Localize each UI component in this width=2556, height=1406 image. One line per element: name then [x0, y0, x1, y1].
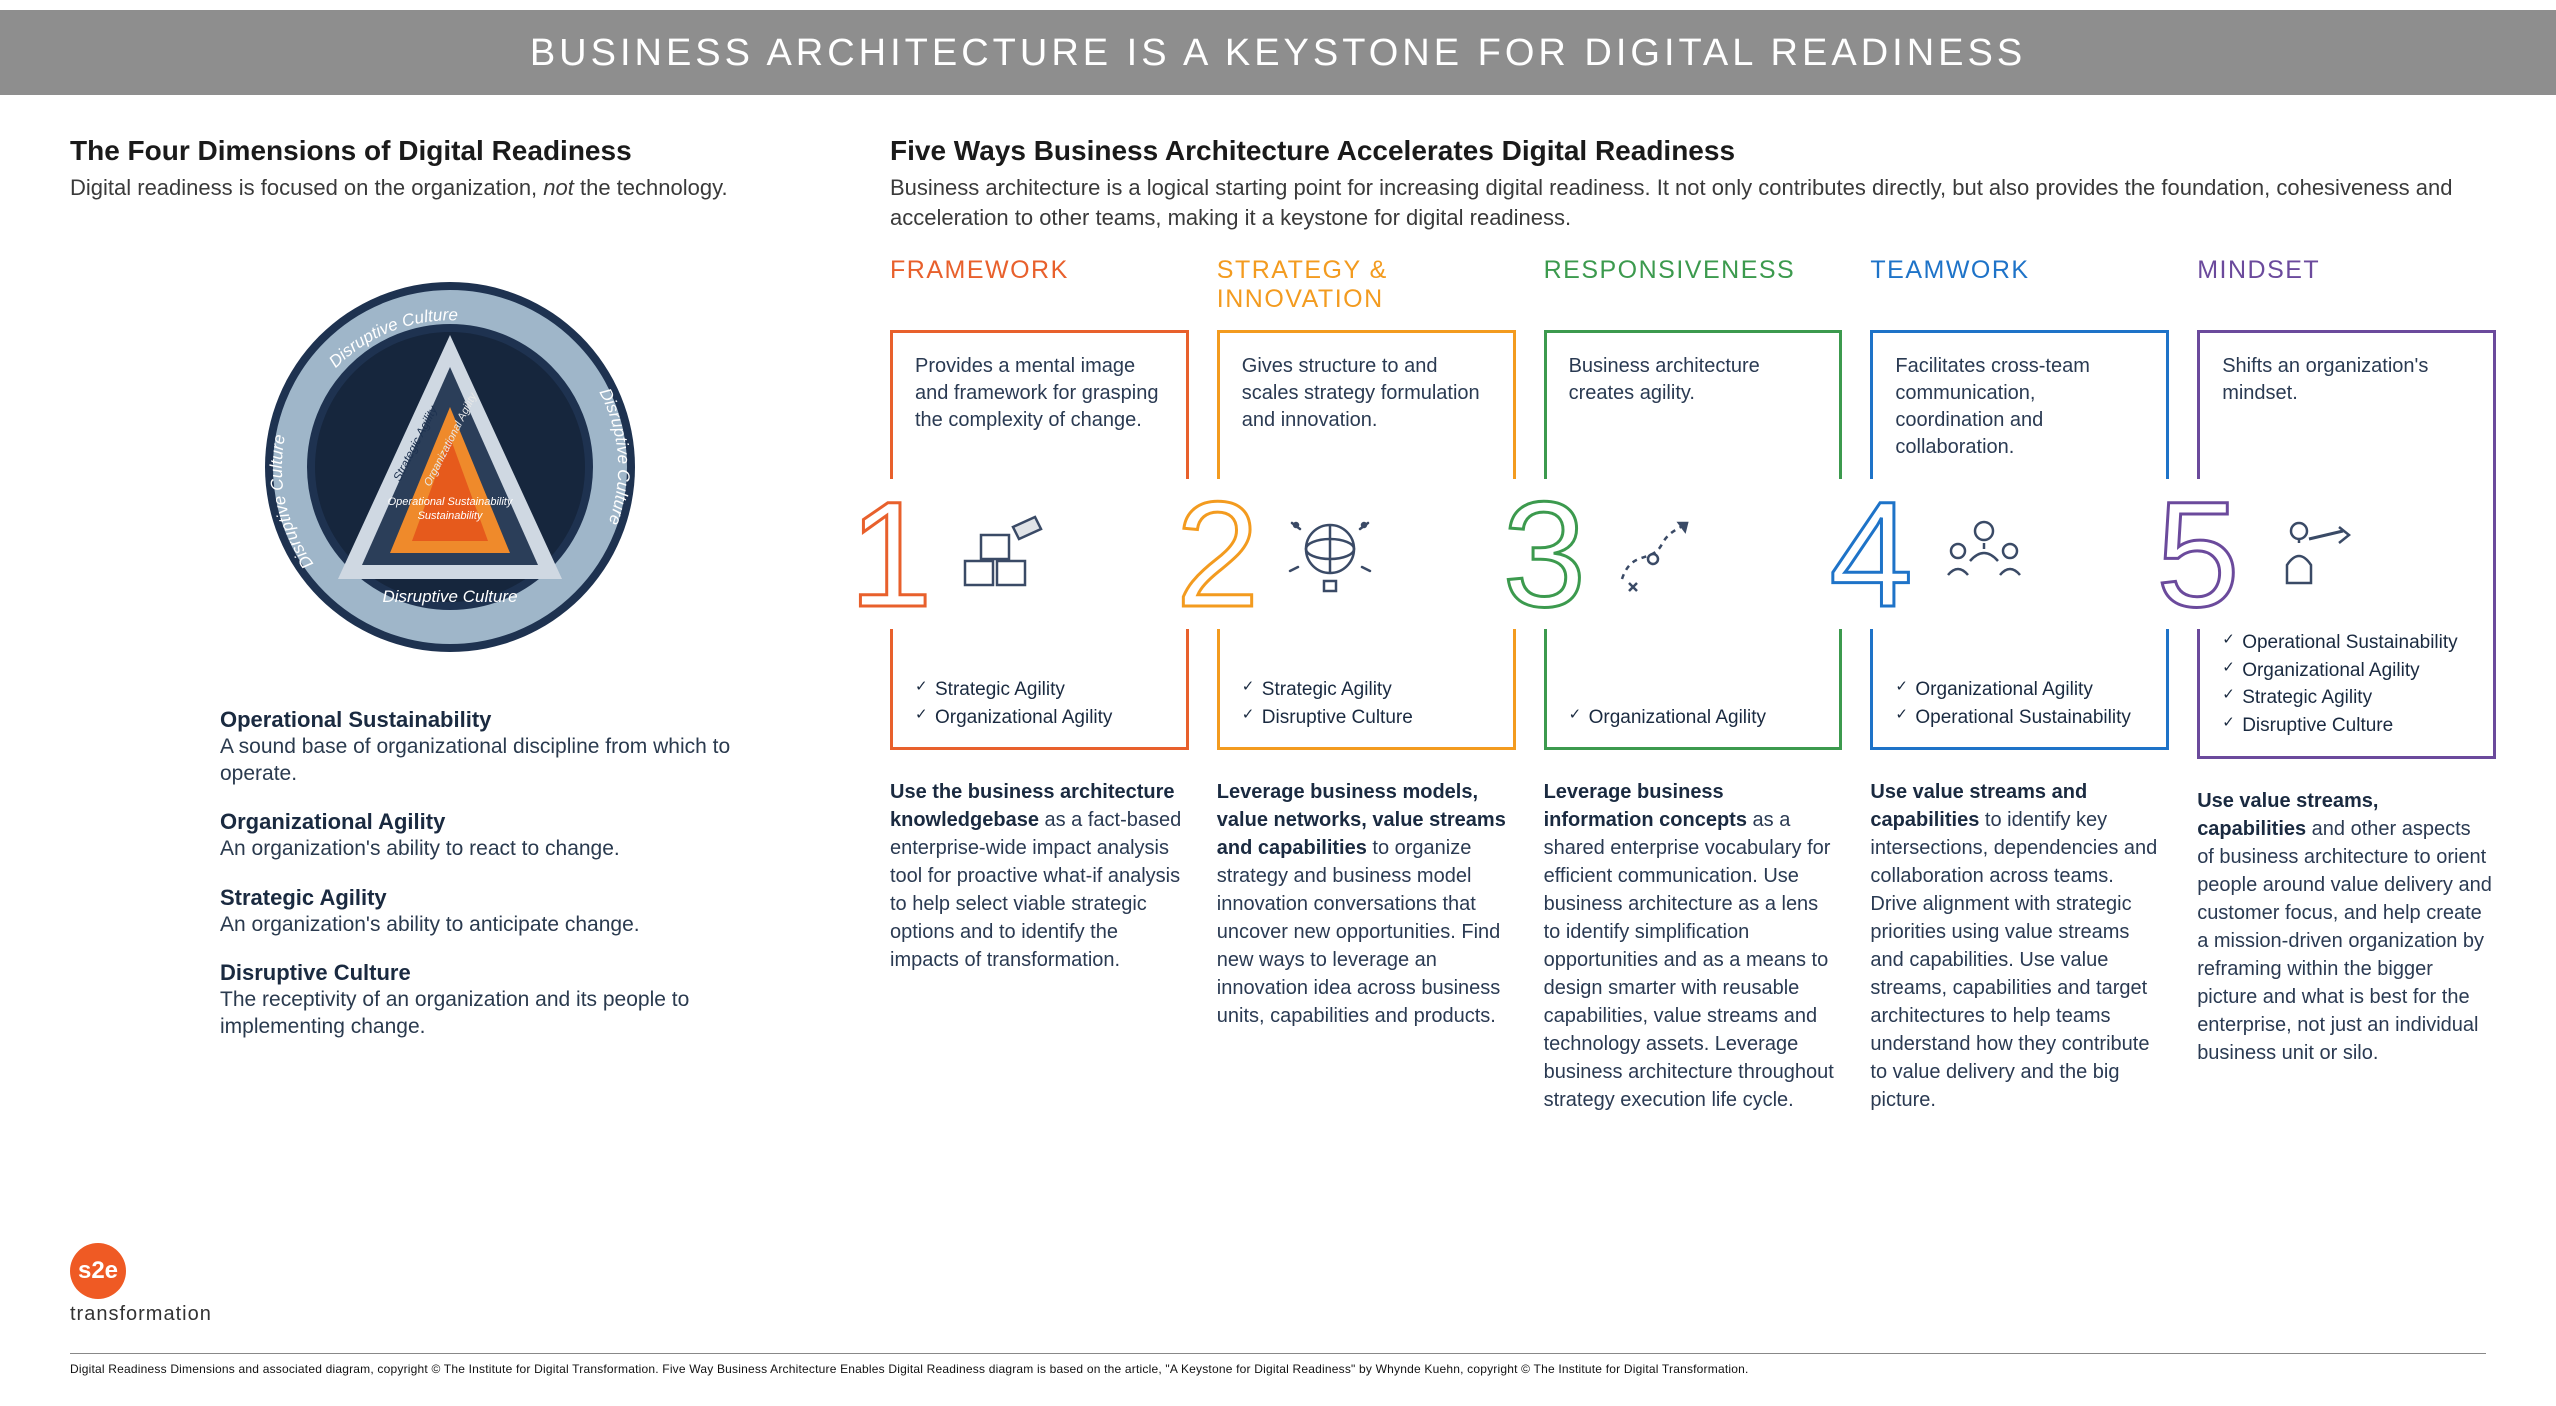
right-column: Five Ways Business Architecture Accelera… — [890, 135, 2496, 1114]
way-check-item: Organizational Agility — [2222, 657, 2475, 685]
dimension-item: Operational SustainabilityA sound base o… — [220, 707, 750, 788]
dimensions-list: Operational SustainabilityA sound base o… — [70, 707, 830, 1041]
way-headline: MINDSET — [2197, 256, 2496, 320]
strategy-icon — [1275, 499, 1385, 609]
way-desc: Shifts an organization's mindset. — [2222, 353, 2475, 463]
way-desc: Gives structure to and scales strategy f… — [1242, 353, 1495, 463]
way-check-item: Organizational Agility — [1569, 704, 1822, 732]
way-checks: Strategic AgilityDisruptive Culture — [1242, 676, 1495, 731]
way-card: Provides a mental image and framework fo… — [890, 330, 1189, 750]
readiness-dial: Disruptive Culture Disruptive Culture Di… — [70, 227, 830, 707]
way-check-item: Strategic Agility — [915, 676, 1168, 704]
way-check-item: Strategic Agility — [2222, 684, 2475, 712]
way-card: Business architecture creates agility.3O… — [1544, 330, 1843, 750]
way-desc: Provides a mental image and framework fo… — [915, 353, 1168, 463]
way-card: Shifts an organization's mindset.5Operat… — [2197, 330, 2496, 758]
left-sub-prefix: Digital readiness is focused on the orga… — [70, 175, 543, 200]
way-check-item: Disruptive Culture — [1242, 704, 1495, 732]
logo-badge: s2e — [70, 1243, 126, 1299]
way-detail: Use value streams, capabilities and othe… — [2197, 787, 2496, 1067]
way-headline: RESPONSIVENESS — [1544, 256, 1843, 320]
left-subheading: Digital readiness is focused on the orga… — [70, 173, 830, 203]
way-checks: Organizational AgilityOperational Sustai… — [1895, 676, 2148, 731]
left-heading: The Four Dimensions of Digital Readiness — [70, 135, 830, 167]
svg-text:Sustainability: Sustainability — [418, 510, 484, 522]
way-checks: Strategic AgilityOrganizational Agility — [915, 676, 1168, 731]
way-number: 3 — [1499, 479, 1590, 629]
left-sub-suffix: the technology. — [574, 175, 728, 200]
way-checks: Organizational Agility — [1569, 704, 1822, 732]
page-body: The Four Dimensions of Digital Readiness… — [0, 95, 2556, 1114]
dimension-text: An organization's ability to anticipate … — [220, 911, 750, 938]
dimension-title: Operational Sustainability — [220, 707, 750, 733]
way-desc: Facilitates cross-team communication, co… — [1895, 353, 2148, 463]
way-icon-row: 2 — [1172, 479, 1495, 629]
way-check-item: Strategic Agility — [1242, 676, 1495, 704]
way-detail: Use value streams and capabilities to id… — [1870, 778, 2169, 1114]
dimension-item: Strategic AgilityAn organization's abili… — [220, 885, 750, 938]
dimension-text: A sound base of organizational disciplin… — [220, 733, 750, 788]
way-number: 2 — [1172, 479, 1263, 629]
way-headline: TEAMWORK — [1870, 256, 2169, 320]
way-check-item: Operational Sustainability — [2222, 629, 2475, 657]
mindset-icon — [2256, 499, 2366, 609]
way-check-item: Organizational Agility — [1895, 676, 2148, 704]
page-banner: BUSINESS ARCHITECTURE IS A KEYSTONE FOR … — [0, 10, 2556, 95]
way-check-item: Disruptive Culture — [2222, 712, 2475, 740]
way-detail: Leverage business information concepts a… — [1544, 778, 1843, 1114]
way-card: Facilitates cross-team communication, co… — [1870, 330, 2169, 750]
brand-logo: s2e transformation — [70, 1243, 212, 1326]
way-responsiveness: RESPONSIVENESS Business architecture crea… — [1544, 256, 1843, 1114]
way-number: 4 — [1825, 479, 1916, 629]
right-subheading: Business architecture is a logical start… — [890, 173, 2496, 232]
way-icon-row: 3 — [1499, 479, 1822, 629]
dimension-text: An organization's ability to react to ch… — [220, 835, 750, 862]
way-detail-lead: Leverage business information concepts — [1544, 781, 1747, 831]
dimension-title: Strategic Agility — [220, 885, 750, 911]
way-detail-rest: to identify key intersections, dependenc… — [1870, 809, 2157, 1111]
teamwork-icon — [1929, 499, 2039, 609]
way-framework: FRAMEWORK Provides a mental image and fra… — [890, 256, 1189, 1114]
way-detail-rest: to organize strategy and business model … — [1217, 837, 1501, 1027]
way-number: 5 — [2152, 479, 2243, 629]
way-check-item: Operational Sustainability — [1895, 704, 2148, 732]
way-detail-rest: as a shared enterprise vocabulary for ef… — [1544, 809, 1834, 1111]
way-detail-rest: and other aspects of business architectu… — [2197, 818, 2492, 1064]
way-check-item: Organizational Agility — [915, 704, 1168, 732]
way-checks: Operational SustainabilityOrganizational… — [2222, 629, 2475, 739]
way-mindset: MINDSET Shifts an organization's mindset.… — [2197, 256, 2496, 1114]
way-desc: Business architecture creates agility. — [1569, 353, 1822, 463]
way-card: Gives structure to and scales strategy f… — [1217, 330, 1516, 750]
way-headline: FRAMEWORK — [890, 256, 1189, 320]
way-number: 1 — [845, 479, 936, 629]
way-teamwork: TEAMWORK Facilitates cross-team communica… — [1870, 256, 2169, 1114]
footnote: Digital Readiness Dimensions and associa… — [70, 1353, 2486, 1376]
left-column: The Four Dimensions of Digital Readiness… — [70, 135, 830, 1114]
dimension-title: Organizational Agility — [220, 809, 750, 835]
way-strategy: STRATEGY & INNOVATION Gives structure to … — [1217, 256, 1516, 1114]
responsiveness-icon — [1602, 499, 1712, 609]
way-detail: Leverage business models, value networks… — [1217, 778, 1516, 1030]
way-headline: STRATEGY & INNOVATION — [1217, 256, 1516, 320]
framework-icon — [948, 499, 1058, 609]
left-sub-em: not — [543, 175, 574, 200]
way-icon-row: 5 — [2152, 479, 2475, 629]
way-icon-row: 4 — [1825, 479, 2148, 629]
right-heading: Five Ways Business Architecture Accelera… — [890, 135, 2496, 167]
way-detail-rest: as a fact-based enterprise-wide impact a… — [890, 809, 1181, 971]
way-icon-row: 1 — [845, 479, 1168, 629]
svg-text:Disruptive Culture: Disruptive Culture — [382, 587, 517, 606]
svg-text:Operational Sustainability: Operational Sustainability — [388, 496, 514, 508]
dimension-item: Organizational AgilityAn organization's … — [220, 809, 750, 862]
dimension-title: Disruptive Culture — [220, 960, 750, 986]
dimension-text: The receptivity of an organization and i… — [220, 986, 750, 1041]
five-ways-row: FRAMEWORK Provides a mental image and fra… — [890, 256, 2496, 1114]
dimension-item: Disruptive CultureThe receptivity of an … — [220, 960, 750, 1041]
logo-word: transformation — [70, 1303, 212, 1326]
way-detail: Use the business architecture knowledgeb… — [890, 778, 1189, 974]
